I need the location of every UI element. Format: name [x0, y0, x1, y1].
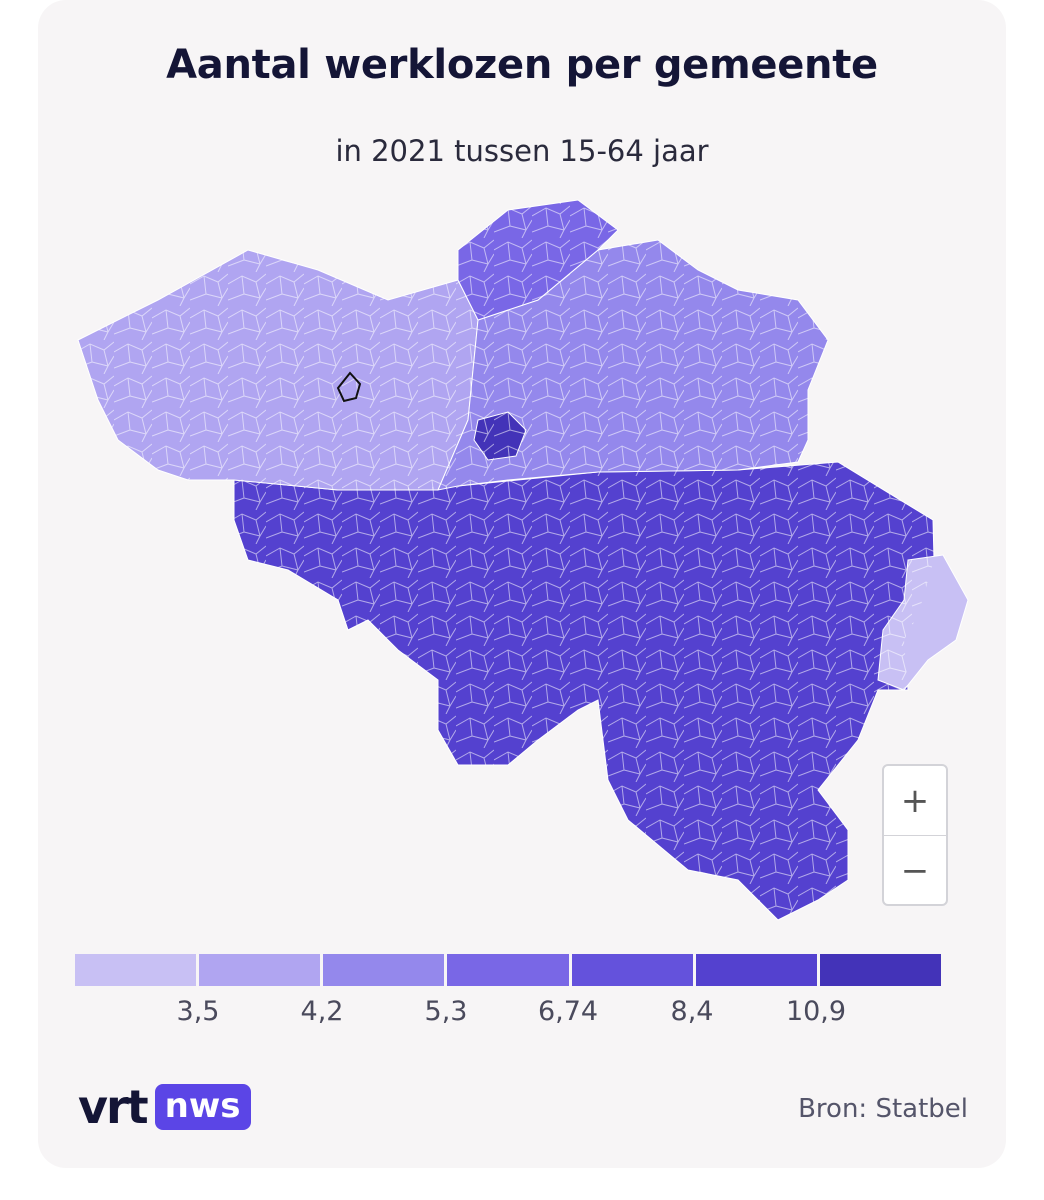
legend-bin-6 — [695, 954, 817, 986]
choropleth-map[interactable] — [38, 0, 1006, 1168]
municipality-borders — [78, 200, 934, 920]
zoom-control: + − — [882, 764, 948, 906]
logo-nws-badge: nws — [154, 1084, 251, 1130]
legend-tick-label: 4,2 — [300, 996, 344, 1027]
chart-subtitle: in 2021 tussen 15-64 jaar — [335, 134, 709, 168]
legend-bin-2 — [199, 954, 321, 986]
selected-municipality-outline[interactable] — [336, 371, 362, 403]
legend-tick-label: 3,5 — [176, 996, 220, 1027]
legend-tick-label: 6,74 — [537, 996, 599, 1027]
logo-vrt-text: vrt — [78, 1080, 149, 1134]
legend-bin-3 — [323, 954, 445, 986]
source-credit: Bron: Statbel — [798, 1094, 968, 1124]
legend-tick-label: 8,4 — [670, 996, 714, 1027]
zoom-in-button[interactable]: + — [884, 766, 946, 836]
vrt-nws-logo: vrt nws — [78, 1080, 251, 1134]
color-legend — [75, 954, 941, 986]
legend-tick-label: 5,3 — [424, 996, 468, 1027]
legend-bin-7 — [819, 954, 941, 986]
zoom-out-button[interactable]: − — [900, 850, 930, 891]
chart-title: Aantal werklozen per gemeente — [166, 42, 878, 88]
legend-tick-label: 10,9 — [785, 996, 847, 1027]
infographic-card: Aantal werklozen per gemeente in 2021 tu… — [38, 0, 1006, 1168]
legend-bin-1 — [75, 954, 197, 986]
legend-bin-5 — [571, 954, 693, 986]
legend-bin-4 — [447, 954, 569, 986]
